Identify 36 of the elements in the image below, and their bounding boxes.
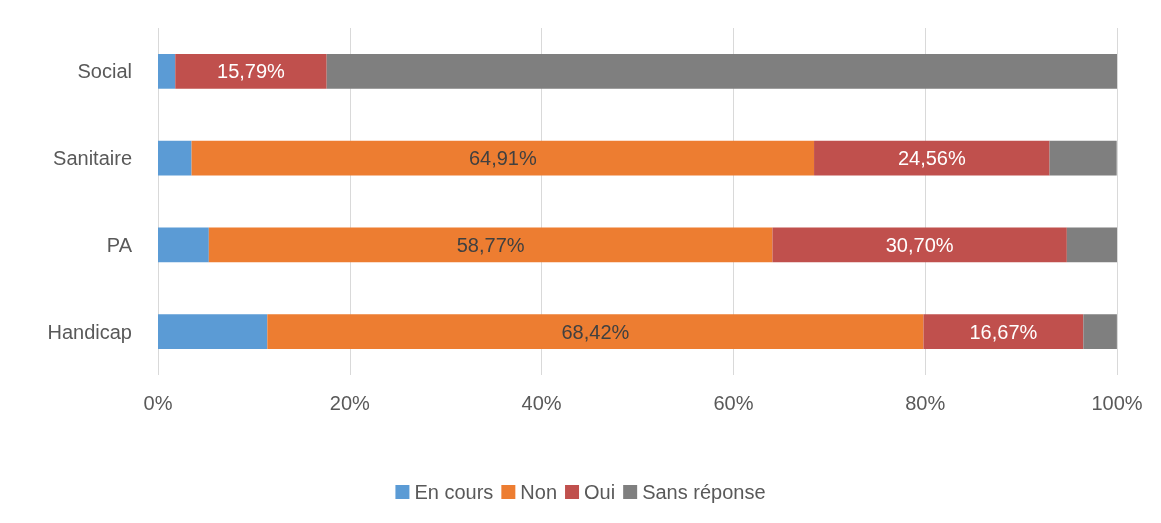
- x-tick-label: 60%: [713, 392, 754, 414]
- bar: [158, 227, 209, 263]
- data-label: 68,42%: [561, 320, 630, 343]
- data-label: 58,77%: [456, 233, 525, 256]
- bar: [158, 314, 268, 349]
- legend-label: En cours: [414, 481, 494, 503]
- x-tick-label: 20%: [329, 392, 371, 414]
- bar: [267, 314, 924, 349]
- bar: [1049, 140, 1117, 176]
- bar: [923, 314, 1084, 349]
- x-tick-label: 80%: [905, 392, 946, 414]
- data-label: 64,91%: [468, 147, 537, 170]
- bar: [191, 140, 815, 176]
- bar: [175, 54, 327, 89]
- data-label: 30,70%: [885, 233, 954, 256]
- legend-label: Oui: [584, 481, 616, 503]
- bar: [158, 140, 192, 176]
- bar: [208, 227, 773, 263]
- bar: [1083, 314, 1117, 349]
- bar: [814, 140, 1050, 176]
- bar: [158, 54, 176, 89]
- data-label: 24,56%: [897, 147, 966, 170]
- data-label: 16,67%: [969, 320, 1038, 343]
- y-tick-label: Sanitaire: [53, 147, 132, 170]
- bar: [772, 227, 1067, 263]
- x-tick-label: 0%: [143, 392, 173, 414]
- y-tick-label: PA: [106, 233, 133, 256]
- legend-label: Non: [520, 481, 558, 503]
- bar: [326, 54, 1117, 89]
- y-tick-label: Handicap: [47, 320, 132, 343]
- legend-label: Sans réponse: [642, 481, 766, 503]
- y-tick-label: Social: [77, 60, 132, 83]
- x-tick-label: 40%: [521, 392, 562, 414]
- x-tick-label: 100%: [1091, 392, 1143, 414]
- data-label: 15,79%: [217, 60, 286, 83]
- bar: [1066, 227, 1117, 263]
